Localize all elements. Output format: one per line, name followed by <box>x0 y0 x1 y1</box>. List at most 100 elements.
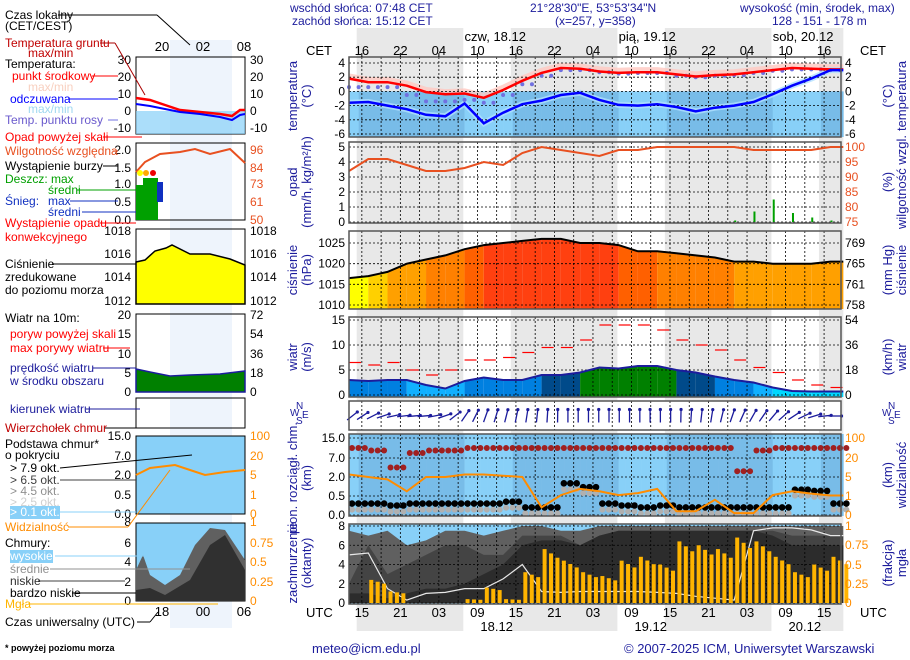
sky-bg <box>487 91 491 137</box>
wind-speed-fill <box>791 391 812 397</box>
dew-point-dot <box>375 85 380 90</box>
wind-direction-arrow <box>778 411 789 421</box>
fog-bar <box>523 572 528 603</box>
pressure-fill <box>734 261 754 309</box>
cloud-base-dot <box>682 504 690 511</box>
sky-bg <box>718 434 722 516</box>
sky-bg <box>564 91 568 137</box>
sky-bg <box>692 91 696 137</box>
sky-bg <box>766 91 770 137</box>
cloud-base-dot <box>528 504 536 511</box>
wind-speed-fill <box>695 372 715 397</box>
sky-bg <box>657 434 661 516</box>
wind-speed-fill <box>503 380 523 397</box>
mini-clouds-tick: 4 <box>124 555 131 569</box>
fog-bar <box>792 572 797 603</box>
fog-bar <box>632 567 637 603</box>
cloud-base-dot <box>400 502 407 509</box>
cloud-base-dot-low-cover <box>413 506 420 513</box>
legend-rain: Deszcz: max <box>5 172 74 186</box>
clouds-tick: 4 <box>338 558 345 572</box>
mini-pressure-tick-right: 1016 <box>250 247 277 261</box>
mini-clouds-tick: 8 <box>124 515 131 529</box>
sky-bg <box>824 91 828 137</box>
mini-precip-tick: 1.0 <box>114 177 131 191</box>
sky-bg <box>747 434 751 516</box>
sky-bg <box>384 91 388 137</box>
cloud-top-dot <box>772 445 779 451</box>
wind-direction-arrow <box>397 414 411 418</box>
utc-tick: 03 <box>586 605 600 620</box>
sky-bg <box>788 434 793 516</box>
wind-direction-arrow <box>504 409 509 423</box>
pressure-fill <box>445 249 465 309</box>
cloud-base-dot-low-cover <box>650 510 657 517</box>
temp-tick: -4 <box>334 113 345 127</box>
mini-utc-tick: 06 <box>237 604 251 619</box>
cloud-base-dot-low-cover <box>528 510 535 517</box>
pressure-fill <box>522 238 542 309</box>
fog-bar <box>664 567 669 603</box>
sky-bg <box>509 434 514 516</box>
cloud-base-dot <box>502 498 510 506</box>
visibility-line <box>348 473 844 515</box>
fog-bar <box>561 560 566 603</box>
sky-bg <box>650 434 655 516</box>
wind-tick: 10 <box>332 338 346 352</box>
cloud-top-dot <box>811 445 818 451</box>
mini-rh-tick: 96 <box>250 143 264 157</box>
wind-arrow-head <box>439 413 443 417</box>
legend-cloud-base2: o pokryciu <box>5 448 60 462</box>
sky-bg <box>779 434 783 516</box>
fog-bar <box>735 537 740 603</box>
cloud-base-dot <box>393 502 401 509</box>
cloud-base-dot-low-cover <box>708 510 715 517</box>
sky-bg <box>702 91 706 137</box>
pressure-line <box>348 237 844 280</box>
cloud-top-dot <box>548 445 555 451</box>
compass-letter: E <box>302 410 309 421</box>
sky-bg <box>525 434 530 516</box>
sky-bg <box>390 434 395 516</box>
cloud-base-dot-low-cover <box>759 510 766 517</box>
cloud-base-dot <box>804 486 812 493</box>
contact-email-link[interactable]: meteo@icm.edu.pl <box>312 641 421 656</box>
sky-bg <box>814 434 818 516</box>
sky-bg <box>377 91 382 137</box>
cloud-top-dot <box>785 445 792 451</box>
cloud-base-dot-low-cover <box>541 510 548 517</box>
sky-bg <box>426 434 430 516</box>
fog-axis-unit: (frakcja) <box>880 540 895 587</box>
legend-clouds: Chmury: <box>5 536 51 550</box>
sky-bg <box>557 91 562 137</box>
day-label-top: czw, 18.12 <box>465 29 526 44</box>
cloud-top-dot <box>605 445 612 451</box>
sky-bg <box>670 434 674 516</box>
mini-pressure-tick: 1016 <box>104 247 131 261</box>
sky-bg <box>419 434 424 516</box>
mini-wind-kmh-tick: 72 <box>250 308 264 322</box>
sky-bg <box>628 91 632 137</box>
wind-arrow-head <box>366 410 370 415</box>
legend-connectors <box>28 14 245 623</box>
wind-direction-arrow <box>493 409 499 423</box>
sky-bg <box>833 434 838 516</box>
wind-arrow-head <box>627 407 632 412</box>
cloud-base-dot <box>676 504 683 511</box>
sky-bg <box>795 91 799 137</box>
fog-bar <box>805 577 810 603</box>
fog-bar <box>497 590 502 603</box>
cloud-base-dot <box>573 480 580 487</box>
visibility-tick: 1 <box>845 489 852 503</box>
mini-storm-dot <box>150 170 156 176</box>
sky-bg <box>753 434 757 516</box>
cloud-base-dot-low-cover <box>515 504 522 511</box>
sky-bg <box>570 91 574 137</box>
cloud-top-dot <box>817 445 824 451</box>
wind-direction-arrow <box>417 414 431 418</box>
mini-rh-tick: 61 <box>250 195 264 209</box>
sky-bg <box>660 91 664 137</box>
wind-arrow-head <box>526 407 530 412</box>
wind-arrow-head <box>546 407 550 412</box>
sky-bg <box>551 434 555 516</box>
